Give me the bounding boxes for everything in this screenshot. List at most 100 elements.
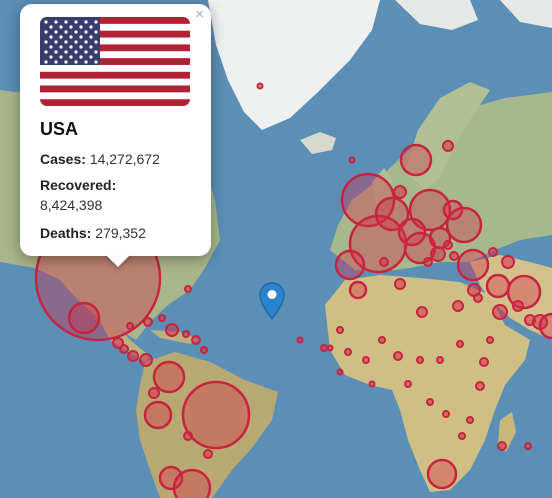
case-circle[interactable] xyxy=(393,351,403,361)
case-circle[interactable] xyxy=(203,449,213,459)
case-circle[interactable] xyxy=(423,257,433,267)
case-circle-germany[interactable] xyxy=(408,188,452,232)
case-circle[interactable] xyxy=(442,140,454,152)
case-circle-chile[interactable] xyxy=(158,465,184,491)
case-circle[interactable] xyxy=(182,330,190,338)
case-circle[interactable] xyxy=(512,300,524,312)
case-circle[interactable] xyxy=(452,300,464,312)
land-arctic-2 xyxy=(500,0,552,28)
case-circle-poland[interactable] xyxy=(442,199,464,221)
case-circle-iraq[interactable] xyxy=(485,273,511,299)
case-circle-india[interactable] xyxy=(538,312,552,340)
case-circle[interactable] xyxy=(492,304,508,320)
cases-value: 14,272,672 xyxy=(89,151,160,167)
case-circle[interactable] xyxy=(426,398,434,406)
deaths-stat: Deaths: 279,352 xyxy=(40,223,146,243)
case-circle-argentina[interactable] xyxy=(172,468,212,498)
case-circle-south-africa[interactable] xyxy=(426,458,458,490)
land-arctic xyxy=(395,0,478,30)
case-circle[interactable] xyxy=(458,432,466,440)
case-circle-iran[interactable] xyxy=(506,274,542,310)
case-circle-morocco[interactable] xyxy=(348,280,368,300)
case-circle-sweden[interactable] xyxy=(399,143,433,177)
case-circle[interactable] xyxy=(486,336,494,344)
land-scandinavia xyxy=(405,82,490,190)
case-circle[interactable] xyxy=(191,335,201,345)
case-circle[interactable] xyxy=(126,322,134,330)
case-circle[interactable] xyxy=(296,336,304,344)
case-circle[interactable] xyxy=(378,336,386,344)
land-caribbean xyxy=(150,330,200,344)
case-circle[interactable] xyxy=(488,247,498,257)
case-circle[interactable] xyxy=(348,156,356,164)
recovered-label: Recovered: xyxy=(40,177,117,193)
case-circle-spain[interactable] xyxy=(334,249,366,281)
case-circle[interactable] xyxy=(436,356,444,364)
land-iceland xyxy=(300,132,336,154)
land-africa xyxy=(325,275,530,492)
case-circle[interactable] xyxy=(127,350,139,362)
case-circle-ukraine[interactable] xyxy=(445,206,483,244)
case-circle[interactable] xyxy=(148,387,160,399)
case-circle[interactable] xyxy=(404,380,412,388)
land-uk xyxy=(372,168,392,204)
case-circle[interactable] xyxy=(143,317,153,327)
country-name: USA xyxy=(40,119,79,139)
case-circle-mexico[interactable] xyxy=(67,301,101,335)
case-circle[interactable] xyxy=(501,255,515,269)
case-circle[interactable] xyxy=(442,410,450,418)
case-circle[interactable] xyxy=(393,185,407,199)
case-circle-peru[interactable] xyxy=(143,400,173,430)
case-circle[interactable] xyxy=(416,306,428,318)
case-circle[interactable] xyxy=(165,323,179,337)
case-circle[interactable] xyxy=(443,240,453,250)
land-south-america xyxy=(136,352,278,498)
case-circle[interactable] xyxy=(466,416,474,424)
case-circle[interactable] xyxy=(524,442,532,450)
case-circle[interactable] xyxy=(379,257,389,267)
case-circle-switzerland[interactable] xyxy=(397,217,427,247)
case-circle[interactable] xyxy=(362,356,370,364)
case-circle[interactable] xyxy=(479,357,489,367)
deaths-label: Deaths: xyxy=(40,225,92,241)
case-circle[interactable] xyxy=(119,344,129,354)
usa-flag-icon xyxy=(40,17,190,106)
case-circle[interactable] xyxy=(475,381,485,391)
case-circle[interactable] xyxy=(158,314,166,322)
cases-stat: Cases: 14,272,672 xyxy=(40,149,160,169)
case-circle[interactable] xyxy=(336,326,344,334)
close-icon[interactable]: × xyxy=(195,6,204,23)
case-circle[interactable] xyxy=(320,344,328,352)
map-pin-icon[interactable] xyxy=(258,281,286,321)
case-circle[interactable] xyxy=(430,246,446,262)
case-circle[interactable] xyxy=(416,356,424,364)
case-circle[interactable] xyxy=(368,380,376,388)
case-circle-netherlands[interactable] xyxy=(374,196,410,232)
cases-label: Cases: xyxy=(40,151,86,167)
popup-tip xyxy=(104,253,132,267)
country-popup: × USA Cases: xyxy=(20,4,211,256)
case-circle[interactable] xyxy=(497,441,507,451)
case-circle[interactable] xyxy=(449,251,459,261)
case-circle[interactable] xyxy=(326,344,334,352)
case-circle[interactable] xyxy=(139,353,153,367)
case-circle[interactable] xyxy=(394,278,406,290)
case-circle[interactable] xyxy=(344,348,352,356)
case-circle-colombia[interactable] xyxy=(152,360,186,394)
land-central-america xyxy=(98,318,150,362)
case-circle[interactable] xyxy=(183,431,193,441)
land-greenland xyxy=(208,0,380,130)
case-circle[interactable] xyxy=(473,293,483,303)
case-circle[interactable] xyxy=(200,346,208,354)
land-europe xyxy=(330,92,552,272)
case-circle-uk[interactable] xyxy=(340,172,396,228)
case-circle[interactable] xyxy=(184,285,192,293)
deaths-value: 279,352 xyxy=(95,225,146,241)
case-circle[interactable] xyxy=(456,340,464,348)
case-circle[interactable] xyxy=(336,368,344,376)
recovered-value: 8,424,398 xyxy=(40,197,103,213)
case-circle-turkey[interactable] xyxy=(456,248,490,282)
case-circle-brazil[interactable] xyxy=(181,380,251,450)
case-circle[interactable] xyxy=(256,82,264,90)
